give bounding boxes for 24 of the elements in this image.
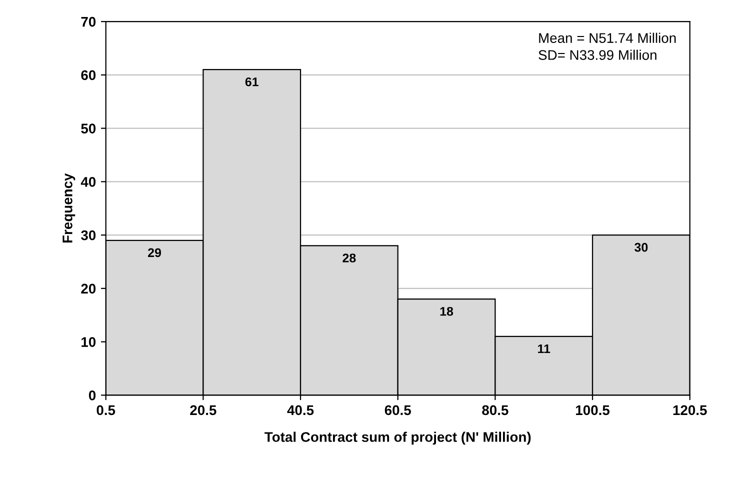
- data-label: 18: [440, 306, 454, 316]
- y-tick-label: 60: [81, 70, 96, 80]
- x-tick-label: 100.5: [576, 405, 610, 416]
- y-tick-label: 0: [88, 390, 96, 400]
- x-axis-title: Total Contract sum of project (N' Million): [264, 432, 531, 445]
- y-tick-label: 70: [81, 16, 96, 27]
- x-tick-label: 120.5: [673, 405, 707, 416]
- x-tick-label: 80.5: [482, 405, 508, 416]
- y-tick-label: 40: [80, 177, 96, 187]
- data-label: 30: [634, 242, 648, 252]
- data-label: 61: [245, 77, 258, 86]
- x-tick-label: 40.5: [287, 405, 314, 416]
- data-label: 29: [148, 248, 162, 258]
- data-label: 11: [538, 344, 550, 354]
- y-tick-label: 10: [82, 337, 96, 347]
- data-label: 28: [342, 254, 356, 262]
- y-tick-label: 30: [81, 230, 96, 240]
- x-tick-label: 60.5: [384, 405, 411, 416]
- annotation: Mean = N51.74 Million SD= N33.99 Million: [538, 32, 676, 60]
- y-tick-label: 20: [81, 284, 96, 294]
- y-tick-label: 50: [81, 124, 96, 134]
- x-tick-label: 0.5: [96, 405, 116, 416]
- y-axis-title: Frequency: [62, 173, 76, 243]
- x-tick-label: 20.5: [190, 405, 216, 416]
